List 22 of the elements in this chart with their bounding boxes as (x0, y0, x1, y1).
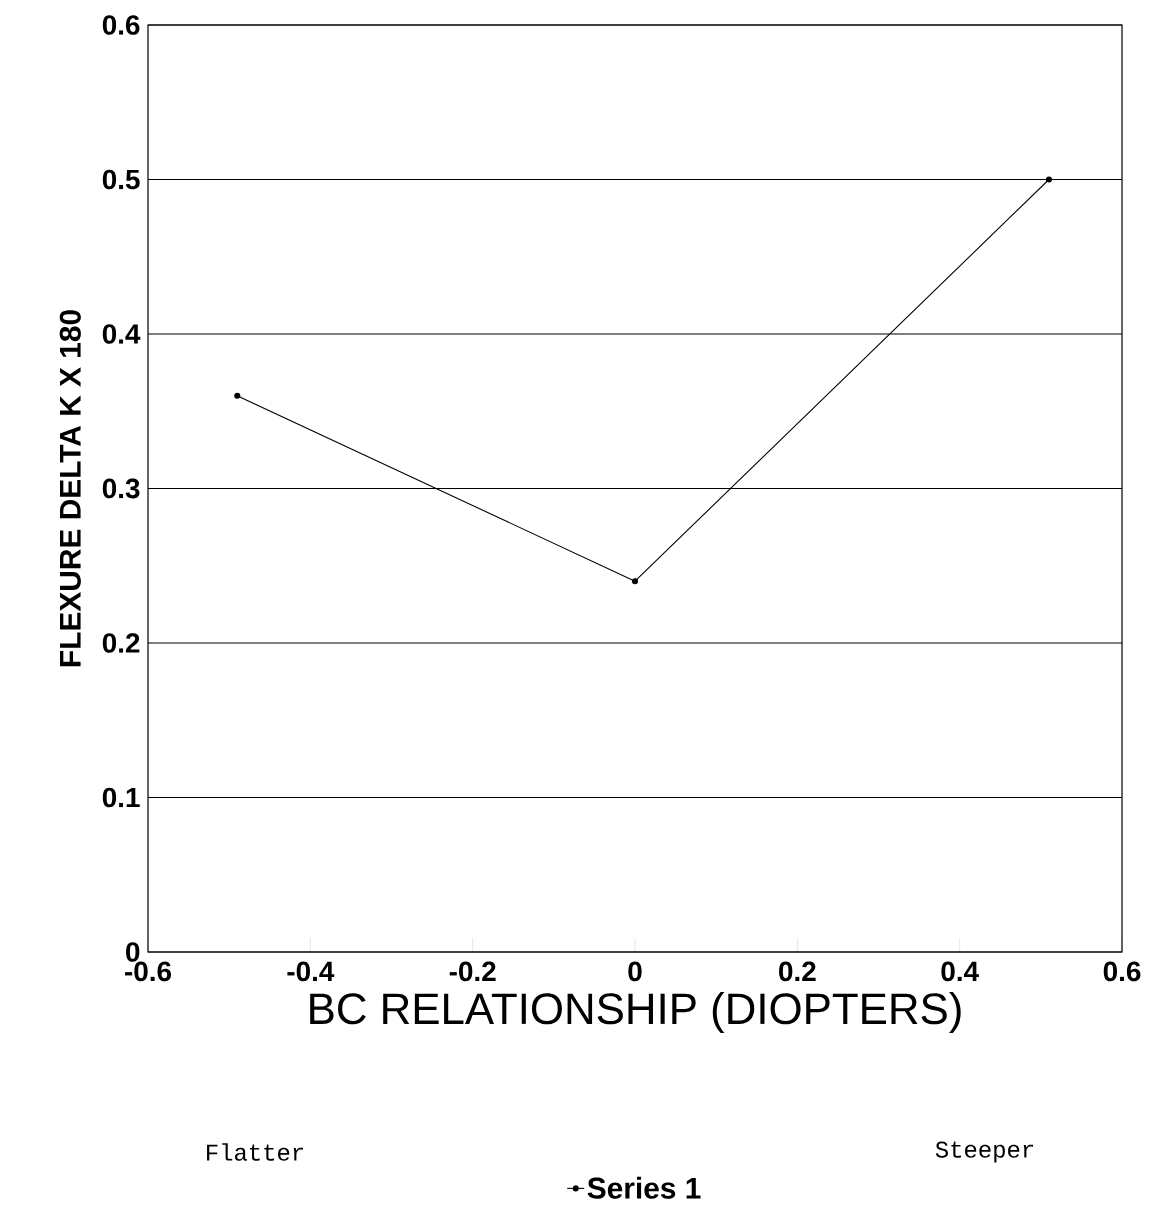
x-tick-label: -0.2 (449, 961, 496, 982)
y-tick-label: 0.5 (102, 169, 140, 190)
y-tick-label: 0.1 (102, 787, 140, 808)
text: Steeper (935, 1141, 1034, 1163)
y-axis-title: FLEXURE DELTA K X 180 (59, 310, 81, 667)
point (631, 578, 639, 585)
x-axis-title: BC RELATIONSHIP (DIOPTERS) (310, 992, 961, 1033)
y-tick-label: 0 (126, 942, 140, 962)
x-tick-label: 0.6 (1103, 961, 1141, 982)
y-tick-label: 0.2 (102, 633, 140, 653)
y-tick-label: 0.4 (102, 324, 141, 344)
legend-label: Series 1 (587, 1176, 701, 1199)
point (1045, 176, 1053, 183)
y-tick-label: 0.6 (102, 15, 140, 35)
x-tick-label: 0 (628, 961, 642, 982)
y-tick-label: 0.3 (102, 478, 140, 499)
x-tick-label: -0.4 (287, 961, 335, 982)
x-tick-label: 0.2 (779, 961, 816, 982)
text: Flatter (207, 1143, 304, 1161)
x-tick-label: 0.4 (941, 961, 979, 982)
point (234, 392, 241, 399)
x-tick-label: -0.6 (125, 961, 172, 982)
